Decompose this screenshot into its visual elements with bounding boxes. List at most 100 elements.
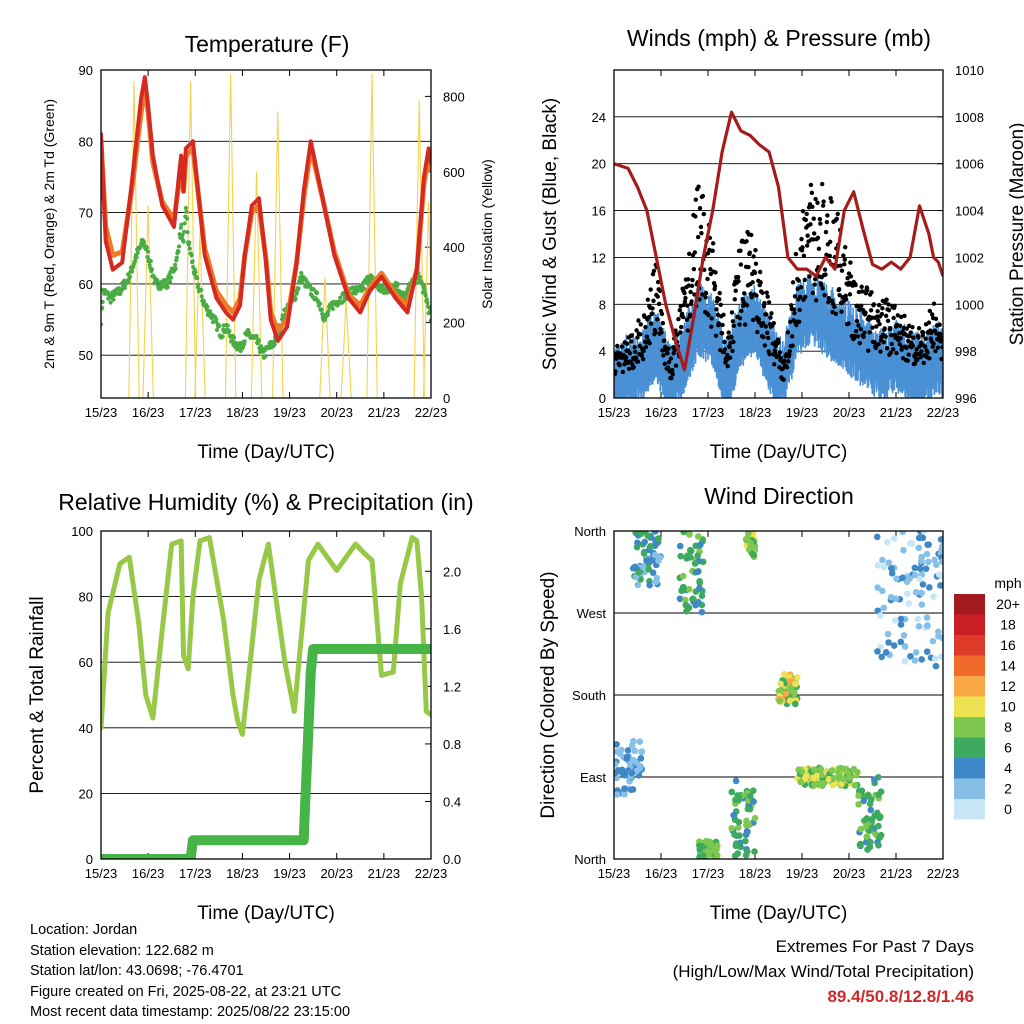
gust-point (881, 340, 886, 345)
gust-point (651, 268, 657, 274)
direction-point (828, 767, 836, 774)
dewpoint-point (214, 327, 220, 333)
dewpoint-point (101, 299, 105, 305)
gust-point (787, 348, 792, 354)
dewpoint-point (182, 229, 187, 234)
gust-point (655, 294, 660, 299)
direction-point (792, 680, 799, 688)
dewpoint-point (193, 270, 198, 275)
direction-point (904, 590, 911, 597)
gust-point (826, 299, 831, 305)
gust-point (776, 340, 781, 345)
gust-point (697, 205, 703, 211)
gust-point (820, 286, 825, 291)
plot-frame (100, 69, 432, 399)
gust-point (773, 350, 778, 356)
gust-point (830, 309, 835, 315)
dewpoint-point (294, 291, 299, 296)
gust-point (695, 234, 701, 240)
gust-point (635, 359, 641, 364)
gust-point (642, 314, 647, 319)
gust-point (660, 348, 665, 353)
dewpoint-point (155, 279, 160, 284)
gust-point (666, 346, 671, 351)
direction-point (922, 565, 930, 572)
gust-point (861, 334, 866, 340)
direction-point (830, 774, 838, 782)
gust-point (935, 345, 941, 350)
gust-point (832, 304, 837, 310)
x-tick-label: 22/23 (415, 405, 448, 420)
gust-point (898, 336, 903, 341)
plot-area (614, 531, 943, 859)
gust-point (821, 199, 826, 204)
y2-tick-label: 1.2 (443, 679, 461, 694)
gust-point (659, 311, 665, 317)
direction-point (713, 852, 721, 859)
y-tick-label: 20 (79, 786, 93, 801)
gust-point (902, 313, 907, 318)
direction-point (930, 593, 937, 600)
dewpoint-point (135, 250, 140, 256)
gust-point (798, 285, 804, 290)
x-tick-label: 21/23 (880, 405, 913, 420)
solar-line (128, 81, 140, 398)
gust-point (739, 308, 744, 314)
solar-line (184, 81, 197, 398)
gust-point (829, 199, 834, 204)
dewpoint-point (242, 339, 247, 344)
direction-point (851, 781, 859, 789)
plot-area (101, 535, 431, 859)
y-tick-label: 60 (79, 655, 93, 670)
direction-point (677, 552, 684, 560)
gust-point (787, 352, 792, 357)
dewpoint-point (315, 290, 320, 295)
y-tick-label: 80 (79, 134, 93, 149)
gust-point (641, 348, 646, 354)
direction-point (938, 543, 943, 550)
gust-point (897, 330, 902, 336)
direction-point (885, 559, 893, 567)
gust-point (919, 349, 924, 354)
gust-point (875, 318, 881, 323)
direction-point (692, 601, 699, 609)
gust-point (731, 323, 737, 328)
y-axis-label: Sonic Wind & Gust (Blue, Black) (540, 98, 561, 370)
direction-point (888, 570, 896, 577)
dewpoint-point (208, 309, 213, 314)
direction-point (935, 632, 942, 640)
gust-point (741, 291, 747, 296)
dewpoint-point (322, 317, 328, 322)
x-axis-label: Time (Day/UTC) (197, 442, 335, 463)
gust-point (875, 309, 880, 314)
extremes-subtitle: (High/Low/Max Wind/Total Precipitation) (672, 962, 974, 981)
gust-point (797, 307, 802, 313)
gust-point (822, 267, 828, 272)
gust-point (788, 303, 794, 308)
gust-point (794, 322, 799, 328)
direction-point (694, 533, 702, 540)
direction-point (638, 748, 646, 755)
gust-point (911, 335, 916, 340)
x-tick-label: 18/23 (226, 405, 259, 420)
dewpoint-point (199, 294, 204, 299)
direction-point (878, 653, 886, 661)
y-tick-label: 90 (79, 63, 93, 78)
gust-point (670, 367, 675, 373)
dewpoint-point (320, 311, 325, 317)
gust-point (871, 302, 877, 307)
dewpoint-point (185, 230, 190, 235)
gust-point (886, 302, 891, 307)
gust-point (638, 332, 643, 337)
gust-point (914, 357, 920, 362)
colorbar-swatch (954, 717, 985, 738)
gust-point (804, 211, 809, 217)
direction-point (786, 677, 794, 685)
temperature-panel: Temperature (F) 15/23 16/23 17/23 18/23 19/23… (41, 31, 495, 463)
gust-point (749, 232, 754, 238)
gust-point (714, 307, 719, 312)
dewpoint-point (183, 205, 188, 211)
direction-point (915, 544, 923, 552)
y2-tick-label: 1010 (955, 63, 984, 78)
gust-point (796, 278, 801, 283)
